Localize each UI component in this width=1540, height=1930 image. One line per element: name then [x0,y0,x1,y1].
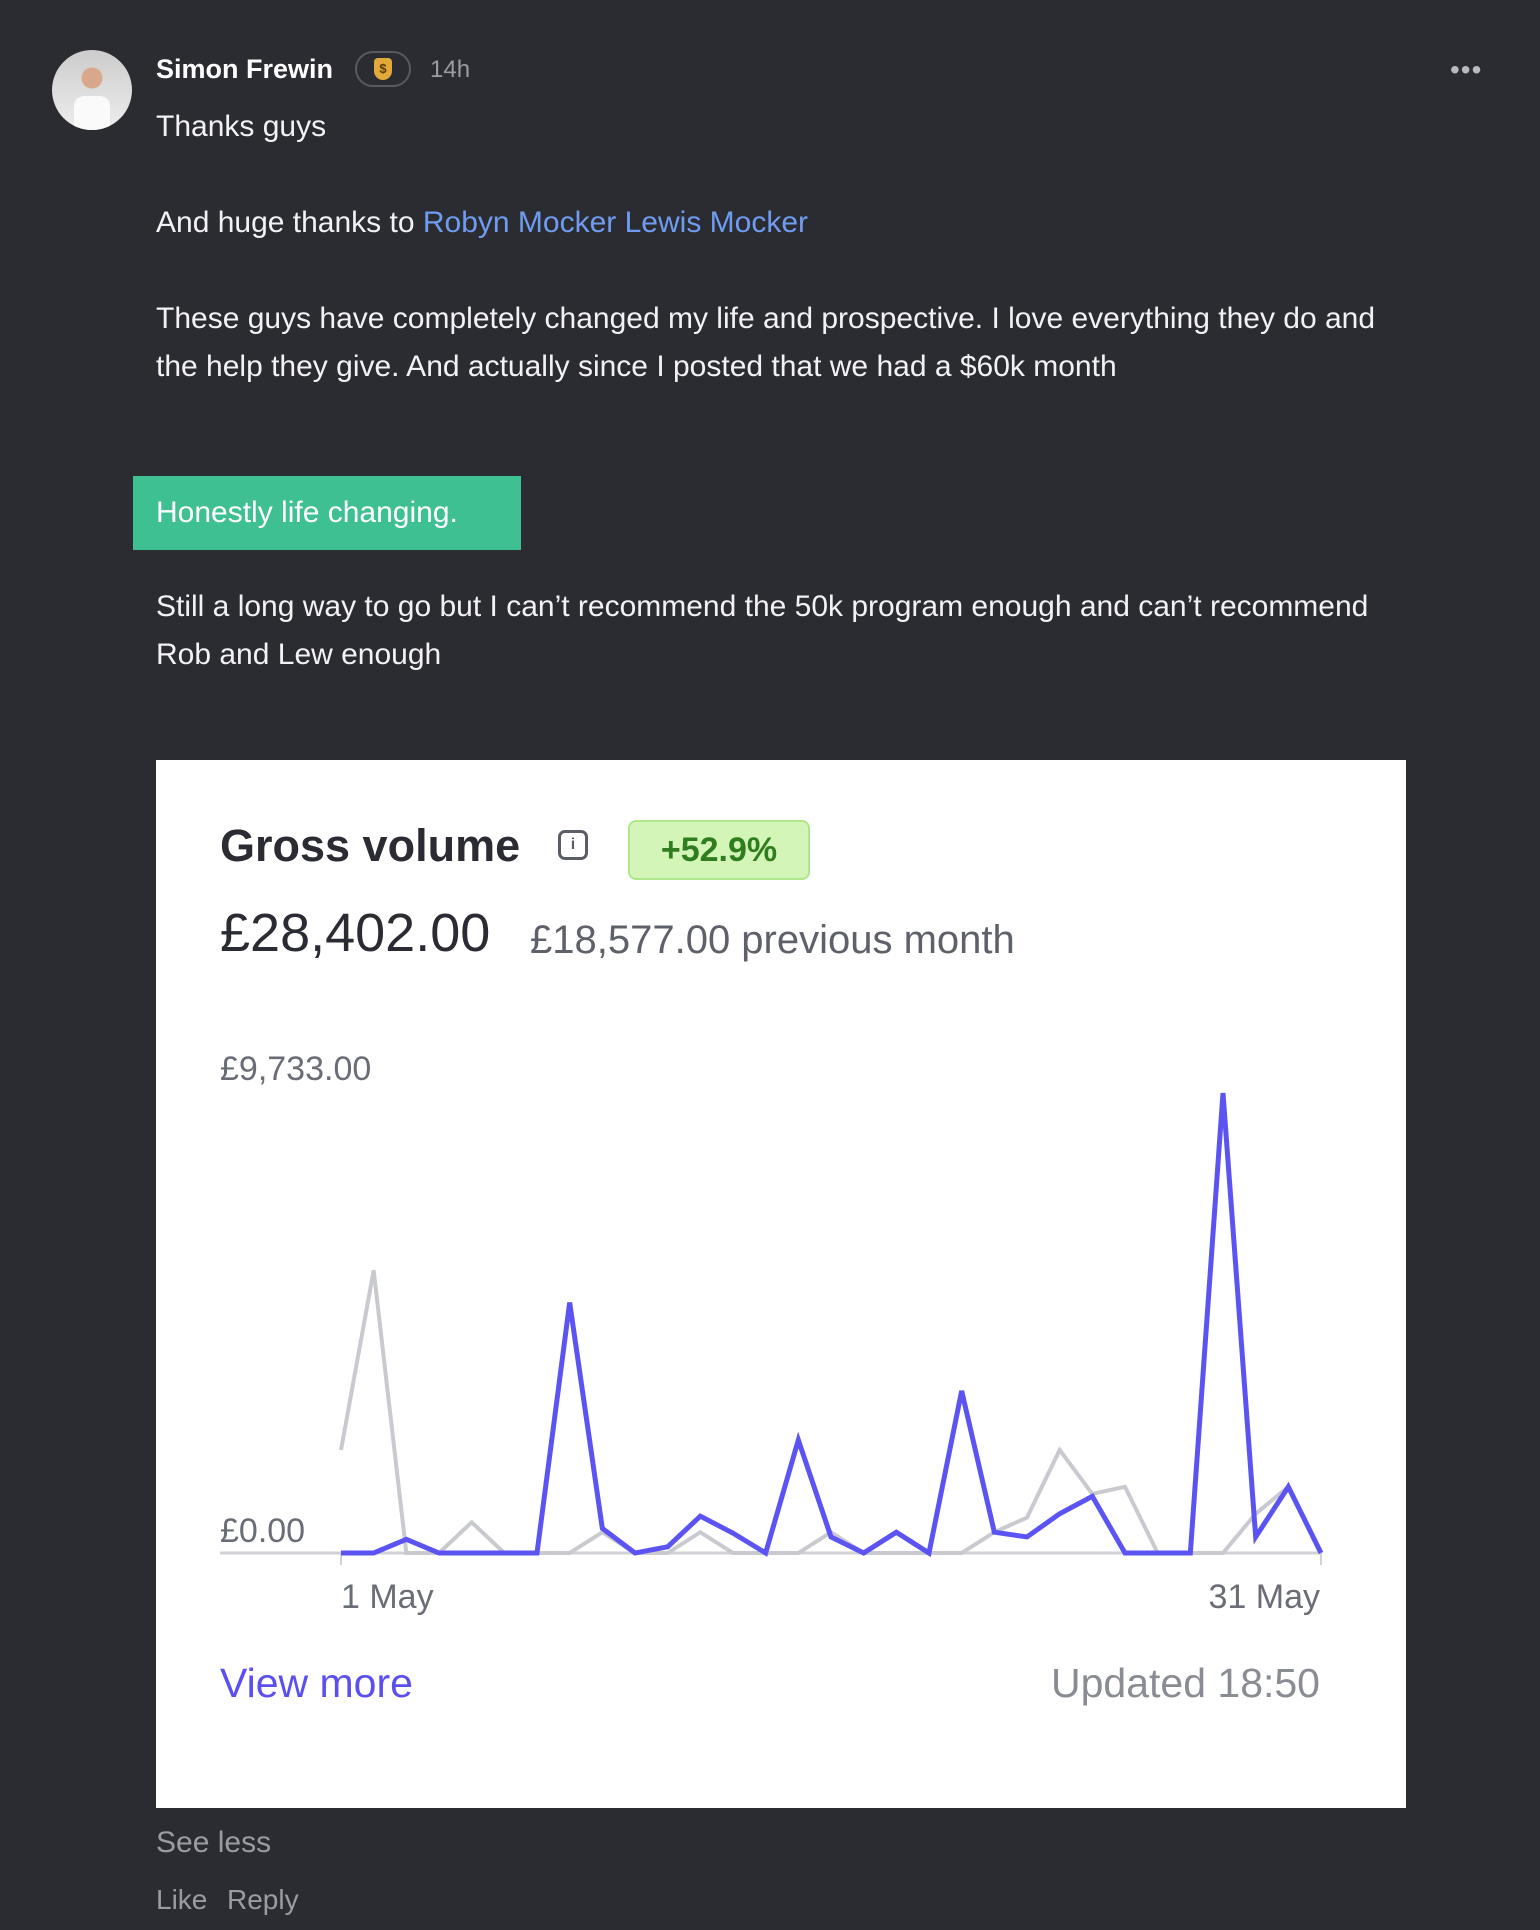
post-time: 14h [430,56,471,83]
post-line-2-prefix: And huge thanks to [156,206,423,239]
like-button[interactable]: Like [156,1884,208,1915]
gross-amount: £28,402.00 [220,903,491,963]
previous-month-amount: £18,577.00 previous month [530,918,1015,962]
author-name[interactable]: Simon Frewin [156,54,334,84]
mention-robyn[interactable]: Robyn Mocker [422,206,617,239]
dollar-shield-icon: $ [374,58,392,80]
change-badge: +52.9% [628,820,810,880]
author-badge[interactable]: $ [355,51,411,87]
y-tick-zero: £0.00 [220,1512,306,1550]
x-tick-end: 31 May [1208,1578,1321,1616]
current-month-line [341,1092,1324,1558]
avatar[interactable] [52,50,132,130]
post-line-2: And huge thanks to Robyn Mocker Lewis Mo… [156,199,1386,247]
ellipsis-icon[interactable]: ••• [1450,54,1483,85]
post-line-3: These guys have completely changed my li… [156,302,1376,383]
highlight-text: Honestly life changing. [133,476,521,550]
x-tick-start: 1 May [341,1578,434,1616]
y-tick-max: £9,733.00 [220,1050,372,1088]
post-line-4: Still a long way to go but I can’t recom… [156,590,1369,671]
previous-month-line [339,1270,1290,1555]
avatar-figure [74,96,110,130]
gross-volume-chart [220,1092,1324,1565]
gross-volume-card: Gross volume i +52.9% £28,402.00 £18,577… [156,760,1406,1808]
reply-button[interactable]: Reply [227,1884,299,1915]
info-icon[interactable]: i [558,830,588,860]
card-title: Gross volume [220,820,521,871]
updated-time: Updated 18:50 [1050,1660,1320,1706]
see-less-link[interactable]: See less [156,1826,272,1859]
view-more-link[interactable]: View more [220,1660,413,1706]
mention-lewis[interactable]: Lewis Mocker [624,206,809,239]
post-line-1: Thanks guys [156,110,327,143]
